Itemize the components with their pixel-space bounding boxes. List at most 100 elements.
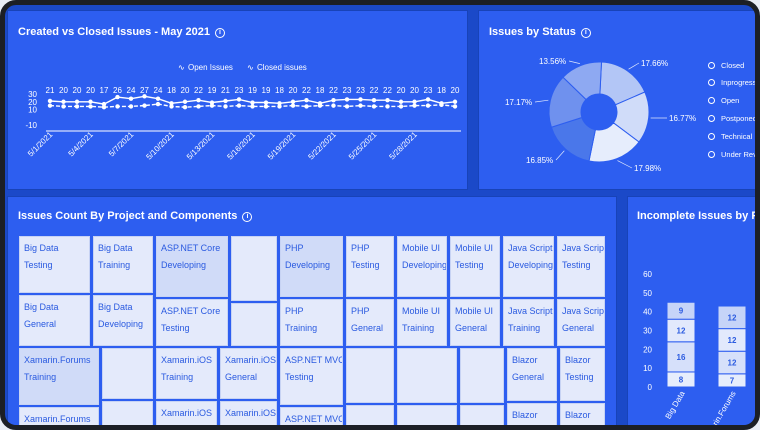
issues-count-panel: Issues Count By Project and Components i … — [8, 197, 616, 425]
data-label: 20 — [181, 86, 190, 95]
legend-item-inprogress[interactable]: Inprogress — [708, 78, 755, 87]
treemap-tile[interactable]: Xamarin.iOS — [220, 401, 277, 425]
treemap-tile[interactable] — [346, 405, 394, 425]
data-label: 22 — [302, 86, 311, 95]
treemap-tile[interactable]: PHP Testing — [346, 236, 394, 297]
treemap-tile[interactable] — [397, 348, 457, 403]
treemap-tile[interactable]: PHP General — [346, 299, 394, 346]
legend-item-closed[interactable]: Closed — [708, 61, 744, 70]
treemap-tile[interactable]: ASP.NET Core Testing — [156, 299, 228, 346]
data-label: 20 — [410, 86, 419, 95]
treemap-tile[interactable] — [397, 405, 457, 425]
bar-segment — [666, 301, 696, 320]
data-point — [344, 104, 350, 109]
y-tick-label: 0 — [648, 383, 653, 392]
treemap-tile[interactable]: Mobile UI Developing — [397, 236, 447, 297]
treemap-tile[interactable]: Xamarin.iOS — [156, 401, 217, 425]
slice-connector — [534, 99, 549, 103]
legend-marker-icon — [708, 133, 715, 140]
data-point — [331, 103, 336, 108]
data-point — [182, 99, 188, 104]
data-point — [88, 104, 93, 109]
treemap-tile[interactable]: Java Script General — [557, 299, 605, 346]
treemap-tile[interactable]: Mobile UI General — [450, 299, 500, 346]
data-point — [263, 100, 269, 105]
treemap-tile[interactable]: Java Script Training — [503, 299, 554, 346]
data-point — [115, 104, 120, 109]
treemap-tile[interactable]: Mobile UI Training — [397, 299, 447, 346]
data-point — [304, 98, 309, 103]
data-label: 24 — [154, 86, 163, 95]
x-tick-label: 5/25/2021 — [347, 130, 379, 162]
treemap-tile[interactable]: PHP Developing — [280, 236, 343, 297]
data-point — [331, 98, 336, 103]
y-tick-label: 20 — [643, 345, 652, 354]
info-icon[interactable]: i — [242, 212, 253, 222]
treemap-tile[interactable] — [102, 348, 153, 399]
treemap-tile[interactable]: Big Data Testing — [19, 236, 90, 293]
legend-item-under-review[interactable]: Under Revi... — [708, 150, 755, 159]
treemap-tile[interactable]: Big Data Developing — [93, 295, 153, 346]
treemap-tile[interactable]: Xamarin.iOS Training — [156, 348, 217, 399]
issues-by-status-title: Issues by Status i — [489, 26, 591, 38]
data-label: 18 — [275, 86, 284, 95]
treemap-tile[interactable] — [346, 348, 394, 403]
data-label: 18 — [437, 86, 446, 95]
slice-label: 17.17% — [505, 98, 532, 107]
bar-value-label: 9 — [679, 307, 684, 316]
legend-item-technical[interactable]: Technical I... — [708, 132, 755, 141]
data-point — [169, 101, 174, 106]
treemap-tile[interactable]: Mobile UI Testing — [450, 236, 500, 297]
treemap-tile[interactable] — [231, 236, 277, 301]
treemap-tile[interactable]: Xamarin.iOS General — [220, 348, 277, 399]
data-label: 27 — [140, 86, 149, 95]
treemap-tile[interactable]: Blazor Testing — [560, 348, 605, 401]
data-label: 23 — [356, 86, 365, 95]
legend-open-icon: ∿ — [178, 63, 185, 72]
data-label: 20 — [451, 86, 460, 95]
data-point — [250, 100, 255, 105]
treemap-tile[interactable]: ASP.NET MVC — [280, 407, 343, 425]
legend-marker-icon — [708, 151, 715, 158]
data-point — [182, 104, 188, 110]
donut-slice — [562, 61, 603, 101]
treemap-tile[interactable]: Blazor — [560, 403, 605, 425]
slice-connector — [628, 62, 640, 70]
incomplete-issues-chart: 0 10 20 30 40 50 60 8 16 12 9 Big Data 7 12 12 12 Xamari… — [643, 270, 747, 425]
treemap-tile[interactable]: Blazor General — [507, 348, 557, 401]
legend-item-open[interactable]: Open — [708, 96, 739, 105]
treemap-tile[interactable]: Java Script Developing — [503, 236, 554, 297]
legend-item-postponed[interactable]: Postponed — [708, 114, 755, 123]
treemap-tile[interactable] — [460, 348, 504, 403]
data-point — [452, 99, 458, 104]
treemap-tile[interactable]: PHP Training — [280, 299, 343, 346]
data-point — [74, 104, 80, 109]
treemap-tile[interactable]: Java Script Testing — [557, 236, 605, 297]
treemap-tile[interactable] — [231, 303, 277, 346]
treemap-tile[interactable] — [102, 401, 153, 425]
treemap-tile[interactable]: ASP.NET MVC Testing — [280, 348, 343, 405]
treemap-tile[interactable]: Xamarin.Forums Training — [19, 348, 99, 405]
data-point — [344, 97, 350, 102]
data-label: 22 — [383, 86, 392, 95]
data-point — [317, 103, 323, 108]
y-tick-label: 40 — [643, 308, 652, 317]
category-label: Big Data — [664, 389, 687, 421]
treemap-tile[interactable]: ASP.NET Core Developing — [156, 236, 228, 297]
data-point — [128, 96, 134, 101]
data-label: 18 — [167, 86, 176, 95]
treemap-tile[interactable]: Xamarin.Forums — [19, 407, 99, 425]
treemap-tile[interactable]: Big Data Training — [93, 236, 153, 293]
data-point — [209, 100, 215, 105]
data-label: 20 — [59, 86, 68, 95]
data-point — [61, 104, 66, 109]
treemap-tile[interactable] — [460, 405, 504, 425]
data-point — [223, 98, 228, 104]
info-icon[interactable]: i — [214, 28, 225, 38]
info-icon[interactable]: i — [580, 28, 591, 38]
treemap-tile[interactable]: Blazor — [507, 403, 557, 425]
legend-marker-icon — [708, 62, 715, 69]
treemap-tile[interactable]: Big Data General — [19, 295, 90, 346]
data-point — [452, 104, 458, 109]
